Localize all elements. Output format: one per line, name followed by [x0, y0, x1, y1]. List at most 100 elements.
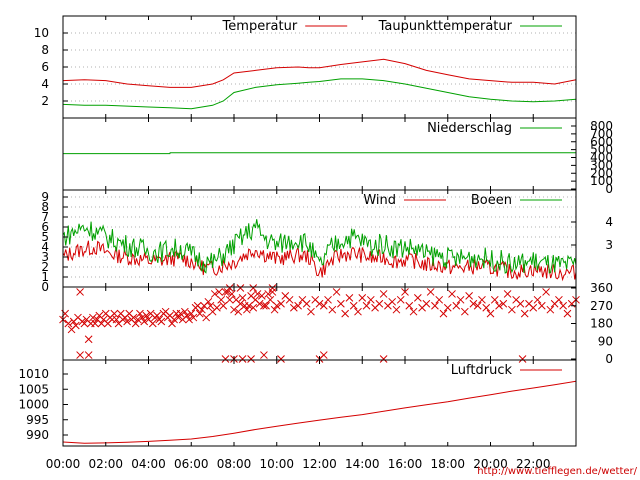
wind-direction-point — [401, 288, 409, 296]
wind-direction-point — [257, 292, 266, 300]
wind-direction-point — [439, 309, 448, 318]
wind-direction-point — [189, 313, 198, 322]
y-tick-label-right-precipitation: 700 — [590, 127, 613, 141]
wind-direction-point — [375, 299, 384, 308]
wind-direction-point — [516, 299, 525, 308]
wind-direction-point — [482, 303, 491, 312]
wind-direction-point — [465, 292, 473, 300]
wind-direction-point — [225, 295, 234, 304]
y-tick-label-wind: 4 — [41, 240, 49, 254]
wind-direction-point — [84, 335, 93, 344]
y-tick-label-temperature: 4 — [41, 77, 49, 91]
y-tick-label-wind: 8 — [41, 200, 49, 214]
x-tick-label: 22:00 — [516, 457, 551, 471]
wind-direction-point — [242, 305, 251, 314]
wind-direction-point — [76, 288, 84, 296]
legend-label: Temperatur — [222, 19, 298, 34]
wind-direction-point — [448, 290, 456, 298]
wind-direction-point — [302, 299, 311, 308]
series-line-wind-1 — [62, 219, 577, 274]
y-tick-label-right-precipitation: 800 — [590, 119, 613, 133]
wind-direction-point — [97, 319, 106, 328]
wind-direction-point — [328, 305, 337, 314]
wind-direction-point — [71, 321, 80, 330]
legend-label: Boeen — [471, 193, 512, 208]
wind-direction-point — [409, 307, 418, 316]
y-tick-label-right-precipitation: 400 — [590, 151, 613, 165]
y-tick-label-right-precipitation: 500 — [590, 143, 613, 157]
wind-direction-point — [219, 301, 228, 310]
grid-layer — [63, 32, 576, 288]
wind-direction-point — [260, 351, 268, 359]
y-tick-label-right-wind_direction: 0 — [605, 352, 613, 366]
y-tick-label-temperature: 6 — [41, 60, 49, 74]
wind-direction-point — [230, 305, 238, 314]
wind-direction-point — [341, 309, 350, 318]
wind-direction-point — [431, 301, 439, 310]
ticks-layer: 2468100100200300400500600700800012345678… — [18, 16, 613, 471]
wind-direction-point — [131, 319, 140, 328]
legend-layer: Taupunkttemperatur Temperatur Niederschlag… — [222, 19, 562, 378]
y-tick-label-right-wind_direction: 90 — [598, 334, 613, 348]
x-tick-label: 06:00 — [174, 457, 209, 471]
y-tick-label-pressure: 995 — [26, 413, 49, 427]
x-tick-label: 16:00 — [388, 457, 423, 471]
y-tick-label-wind: 0 — [41, 280, 49, 294]
wind-direction-point — [217, 295, 226, 304]
y-tick-label-right-wind: 4 — [605, 215, 613, 229]
wind-direction-point — [337, 299, 345, 308]
wind-direction-point — [112, 315, 121, 324]
wind-direction-point — [443, 303, 452, 312]
wind-direction-point — [349, 301, 358, 310]
wind-direction-point — [520, 309, 529, 318]
wind-direction-point — [249, 284, 258, 292]
y-tick-label-temperature: 2 — [41, 94, 49, 108]
source-url: http://www.tiefflegen.de/wetter/ — [477, 466, 637, 477]
wind-direction-point — [255, 299, 264, 308]
wind-direction-point — [452, 301, 461, 310]
wind-direction-point — [426, 288, 435, 296]
wind-direction-point — [198, 305, 206, 314]
wind-direction-point — [324, 295, 332, 304]
wind-direction-point — [559, 301, 568, 310]
y-tick-label-wind: 3 — [41, 250, 49, 264]
y-tick-label-pressure: 1010 — [18, 367, 49, 381]
wind-direction-point — [238, 294, 247, 302]
x-tick-label: 20:00 — [473, 457, 508, 471]
wind-direction-point — [174, 313, 183, 322]
series-line-precipitation-0 — [63, 152, 576, 155]
wind-direction-point — [495, 301, 503, 310]
wind-direction-point — [319, 301, 328, 310]
wind-direction-point — [260, 301, 268, 310]
wind-direction-point — [555, 295, 563, 304]
wind-direction-point — [413, 294, 422, 302]
wind-direction-point — [157, 317, 166, 326]
wind-direction-point — [542, 288, 550, 296]
wind-direction-point — [422, 299, 431, 308]
wind-direction-point — [405, 301, 414, 310]
wind-direction-point — [64, 319, 73, 328]
wind-direction-point — [153, 311, 161, 320]
series-line-pressure-0 — [62, 380, 577, 444]
wind-direction-point — [518, 355, 527, 363]
wind-direction-point — [533, 295, 542, 304]
y-tick-label-right-wind_direction: 180 — [590, 317, 613, 331]
wind-direction-point — [354, 307, 362, 316]
wind-direction-point — [245, 301, 253, 310]
wind-direction-point — [388, 297, 397, 306]
y-tick-label-right-wind_direction: 270 — [590, 299, 613, 313]
series-layer — [59, 58, 580, 444]
wind-direction-point — [89, 313, 97, 322]
wind-direction-point — [435, 295, 444, 304]
wind-direction-point — [210, 290, 219, 298]
wind-direction-point — [503, 290, 512, 298]
wind-direction-point — [187, 309, 196, 318]
wind-direction-point — [563, 309, 572, 318]
y-tick-label-right-wind_direction: 360 — [590, 281, 613, 295]
wind-direction-point — [84, 351, 93, 359]
wind-direction-point — [268, 288, 277, 296]
wind-direction-point — [168, 319, 176, 328]
y-tick-label-right-wind: 3 — [605, 238, 613, 252]
wind-direction-point — [486, 309, 495, 318]
wind-direction-point — [140, 317, 149, 326]
